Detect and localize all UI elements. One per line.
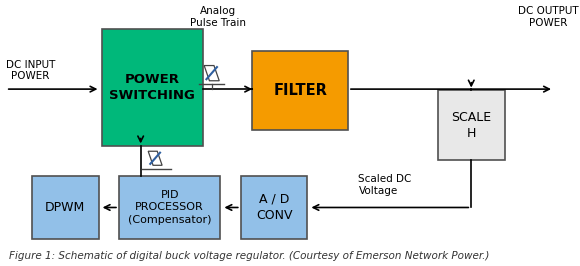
Text: Analog
Pulse Train: Analog Pulse Train: [190, 6, 245, 28]
Text: POWER
SWITCHING: POWER SWITCHING: [109, 73, 195, 102]
Polygon shape: [204, 65, 219, 81]
Bar: [252, 51, 348, 130]
Text: A / D
CONV: A / D CONV: [256, 193, 292, 222]
Text: DC OUTPUT
POWER: DC OUTPUT POWER: [518, 6, 578, 28]
Text: DC INPUT
POWER: DC INPUT POWER: [6, 60, 55, 81]
Text: SCALE
H: SCALE H: [451, 110, 491, 140]
Bar: [119, 176, 220, 239]
Text: FILTER: FILTER: [273, 83, 327, 98]
Bar: [102, 29, 203, 146]
Bar: [32, 176, 99, 239]
Text: Scaled DC
Voltage: Scaled DC Voltage: [358, 174, 412, 196]
Bar: [438, 90, 505, 160]
Text: Figure 1: Schematic of digital buck voltage regulator. (Courtesy of Emerson Netw: Figure 1: Schematic of digital buck volt…: [9, 251, 489, 261]
Bar: [241, 176, 307, 239]
Text: DPWM: DPWM: [45, 201, 85, 214]
Polygon shape: [148, 151, 162, 165]
Text: PID
PROCESSOR
(Compensator): PID PROCESSOR (Compensator): [128, 190, 211, 225]
